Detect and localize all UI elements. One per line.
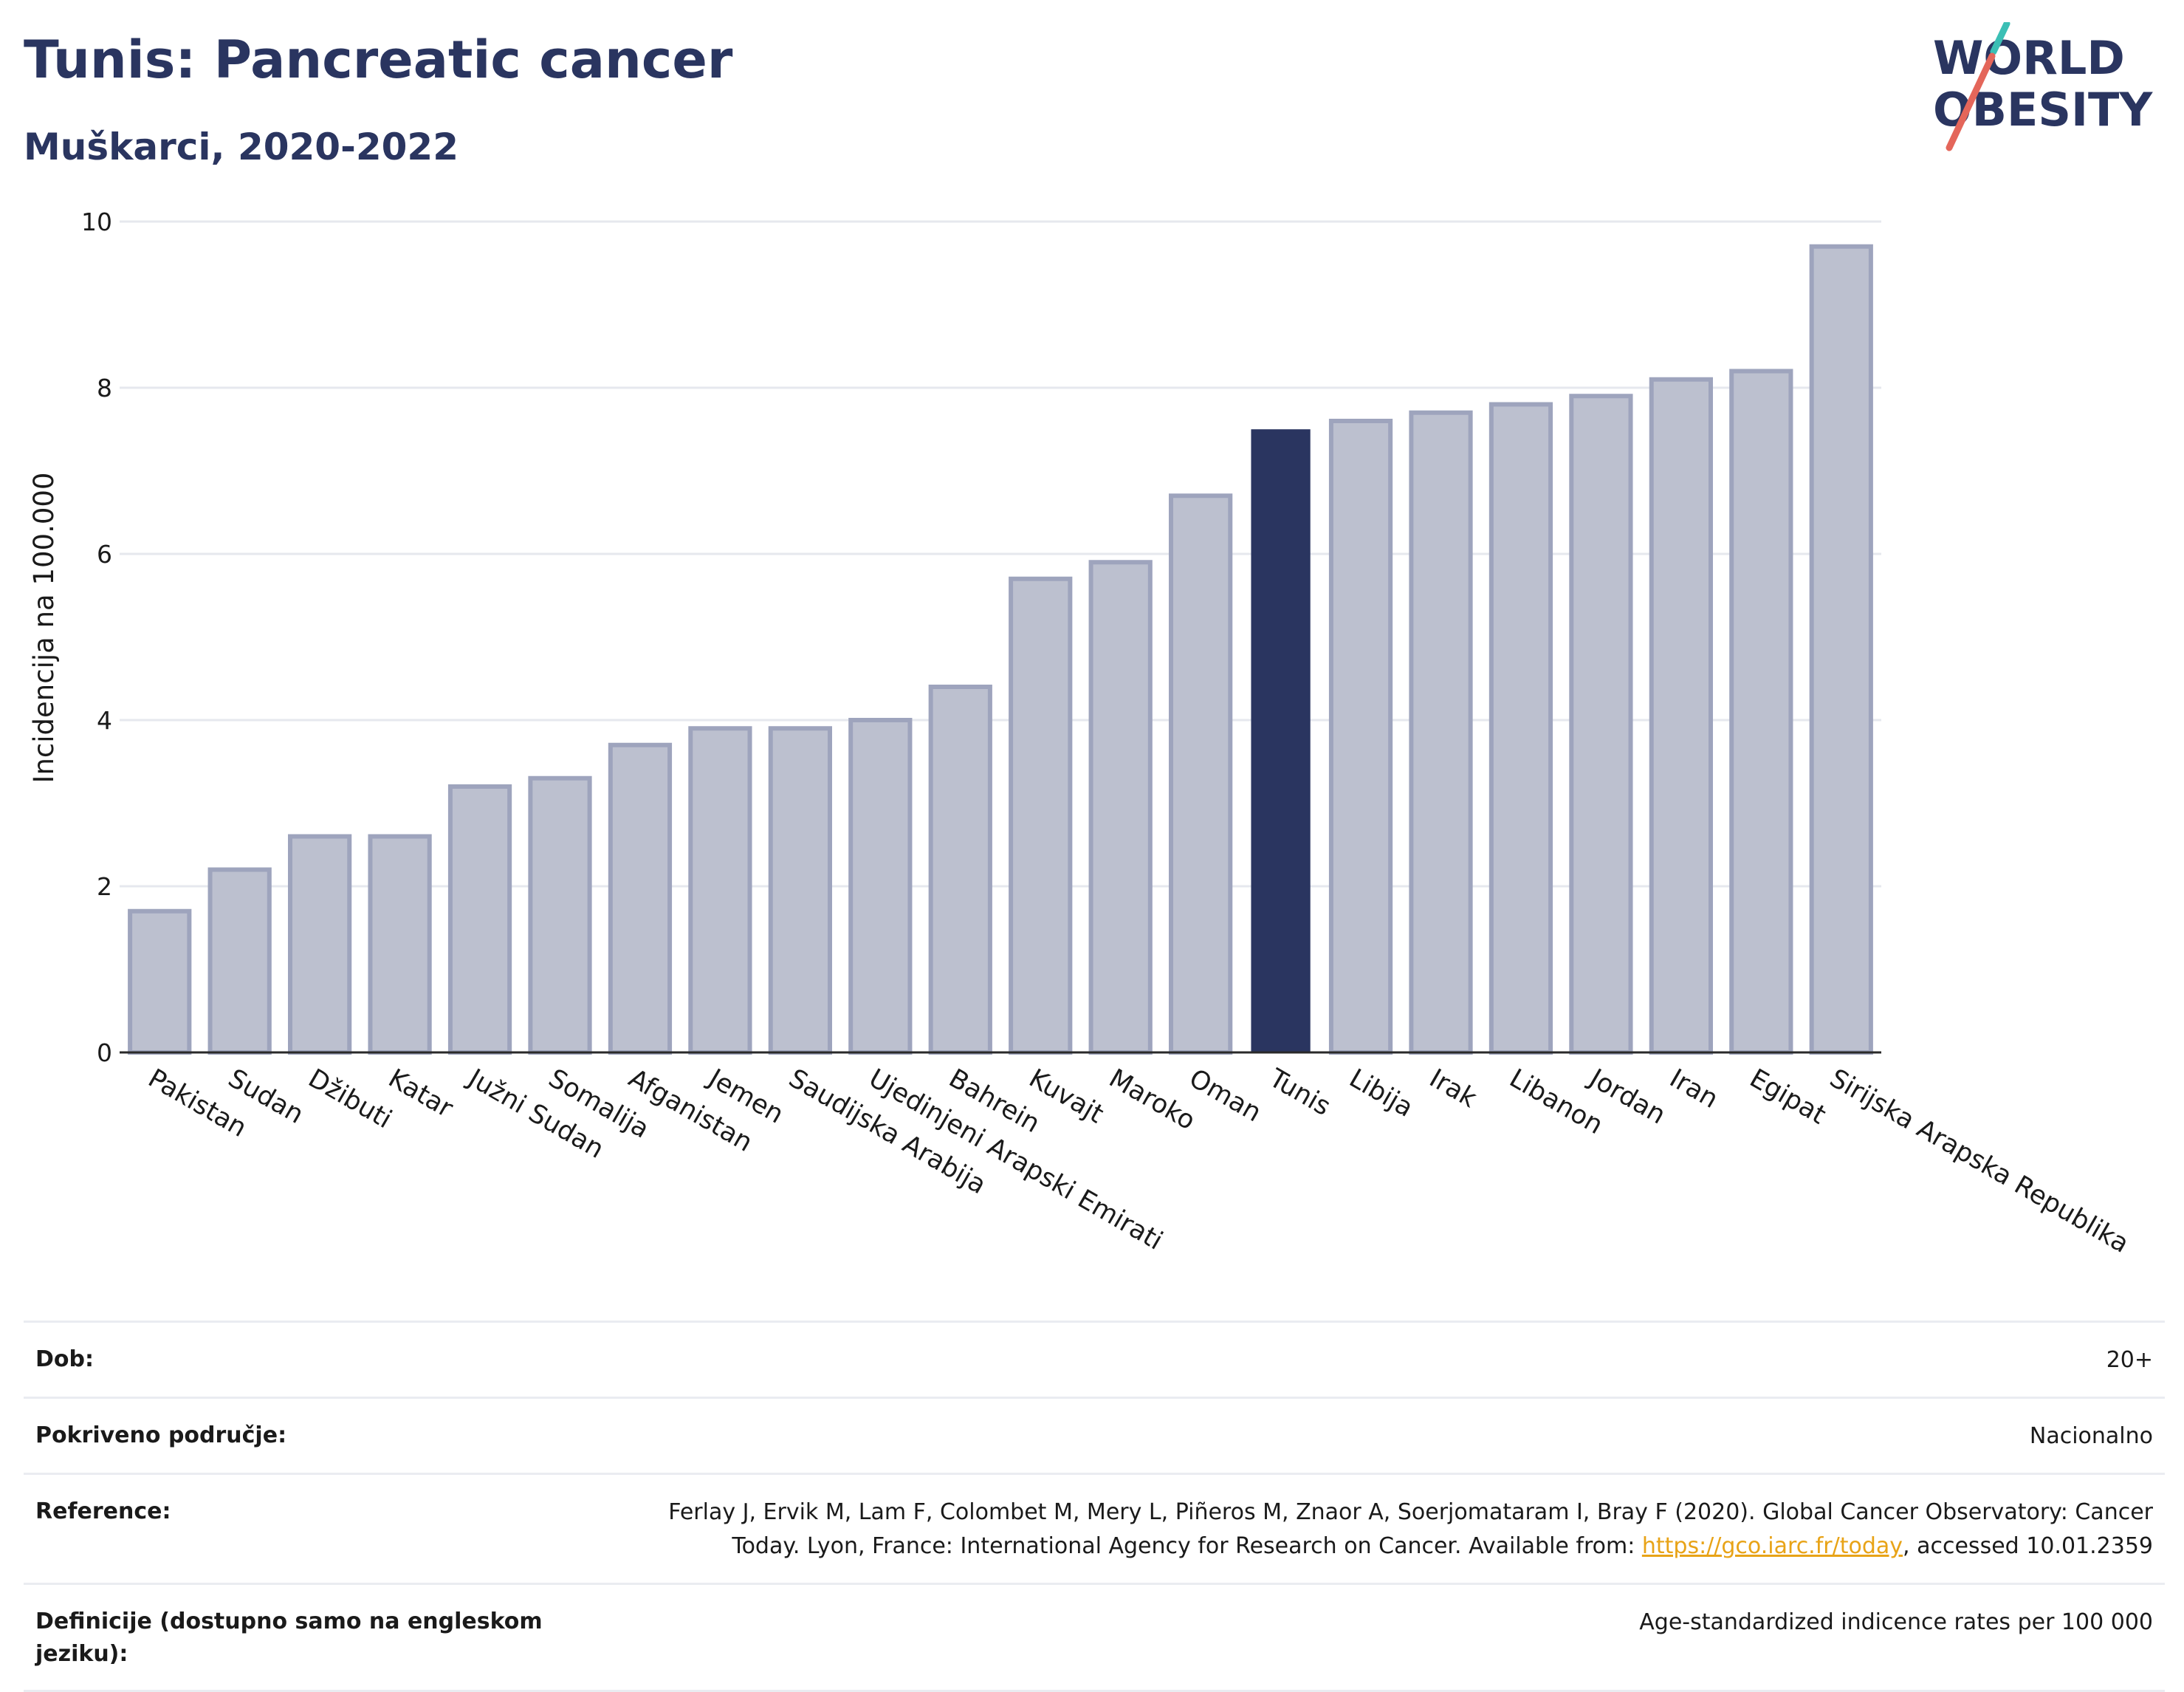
bar-tunis[interactable]	[1251, 429, 1311, 1052]
x-tick-label: Sirijska Arapska Republika	[1824, 1064, 2134, 1259]
bar-iran[interactable]	[1649, 377, 1713, 1055]
info-row-reference: Reference: Ferlay J, Ervik M, Lam F, Col…	[24, 1475, 2165, 1585]
reference-link[interactable]: https://gco.iarc.fr/today	[1641, 1533, 1903, 1559]
bar-egipat[interactable]	[1729, 369, 1793, 1055]
age-value: 20+	[2106, 1347, 2153, 1373]
x-tick-label: Egipat	[1745, 1064, 1831, 1130]
x-tick-label: Libija	[1345, 1064, 1418, 1123]
reference-text-2: Today. Lyon, France: International Agenc…	[732, 1533, 1642, 1559]
coverage-value: Nacionalno	[2029, 1423, 2153, 1449]
y-tick-label: 10	[81, 208, 112, 236]
page-title: Tunis: Pancreatic cancer	[24, 30, 733, 90]
axes: 0 2 4 6 8 10	[81, 208, 1881, 1067]
bar-maroko[interactable]	[1088, 560, 1153, 1055]
y-tick-label: 8	[97, 374, 112, 403]
bar-irak[interactable]	[1409, 410, 1473, 1055]
reference-label: Reference:	[35, 1499, 171, 1524]
bar-bahrein[interactable]	[928, 685, 992, 1055]
reference-text-3: , accessed 10.01.2359	[1903, 1533, 2153, 1559]
x-tick-label: Maroko	[1104, 1064, 1200, 1136]
y-axis-title: Incidencija na 100.000	[28, 473, 60, 784]
age-label: Dob:	[35, 1346, 94, 1372]
definitions-label: Definicije (dostupno samo na engleskom j…	[35, 1609, 543, 1667]
bar-kuvajt[interactable]	[1009, 576, 1073, 1055]
bar-sudan[interactable]	[207, 867, 272, 1055]
info-row-coverage: Pokriveno područje: Nacionalno	[24, 1399, 2165, 1475]
bar-pakistan[interactable]	[128, 908, 192, 1055]
reference-value: Ferlay J, Ervik M, Lam F, Colombet M, Me…	[668, 1496, 2153, 1563]
reference-text-1: Ferlay J, Ervik M, Lam F, Colombet M, Me…	[668, 1499, 2153, 1525]
world-obesity-logo: WORLD OBESITY	[1933, 22, 2153, 151]
y-tick-label: 2	[97, 872, 112, 901]
bar-somalija[interactable]	[528, 775, 592, 1055]
bar-jemen[interactable]	[688, 726, 752, 1055]
bar-sirijska-arapska-republika[interactable]	[1809, 244, 1873, 1055]
info-table: Dob: 20+ Pokriveno područje: Nacionalno …	[24, 1321, 2165, 1692]
bar-jordan[interactable]	[1569, 394, 1633, 1055]
page-subtitle: Muškarci, 2020-2022	[24, 126, 459, 168]
logo-line1: WORLD	[1933, 31, 2125, 85]
bars	[128, 244, 1873, 1055]
bar-oman[interactable]	[1169, 493, 1233, 1055]
bar-džibuti[interactable]	[288, 834, 352, 1055]
bar-saudijska-arabija[interactable]	[768, 726, 832, 1055]
x-tick-label: Džibuti	[303, 1064, 396, 1134]
bar-libanon[interactable]	[1488, 402, 1553, 1055]
bar-afganistan[interactable]	[608, 742, 673, 1055]
info-row-definitions: Definicije (dostupno samo na engleskom j…	[24, 1585, 2165, 1692]
bar-južni-sudan[interactable]	[447, 784, 512, 1055]
definitions-value: Age-standardized indicence rates per 100…	[1639, 1609, 2153, 1635]
bar-katar[interactable]	[368, 834, 432, 1055]
logo-teal-slash	[1990, 22, 2010, 55]
x-tick-label: Tunis	[1263, 1064, 1335, 1122]
bar-ujedinjeni-arapski-emirati[interactable]	[848, 718, 913, 1055]
bar-libija[interactable]	[1328, 419, 1393, 1055]
info-row-age: Dob: 20+	[24, 1323, 2165, 1399]
y-tick-label: 0	[97, 1038, 112, 1067]
coverage-label: Pokriveno područje:	[35, 1422, 287, 1448]
y-tick-label: 4	[97, 706, 112, 735]
y-tick-label: 6	[97, 540, 112, 569]
x-tick-label: Iran	[1664, 1064, 1723, 1114]
x-tick-label: Katar	[383, 1064, 458, 1124]
logo-red-slash	[1946, 52, 1996, 151]
x-tick-label: Oman	[1184, 1064, 1266, 1128]
x-tick-label: Irak	[1424, 1064, 1482, 1114]
